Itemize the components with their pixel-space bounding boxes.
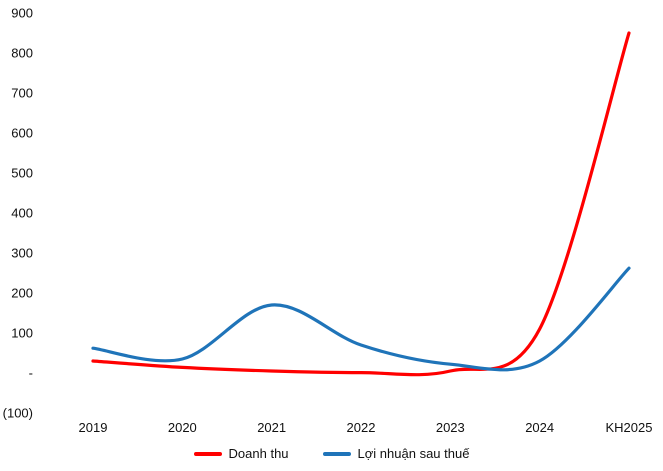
legend-item-doanh-thu: Doanh thu bbox=[193, 446, 289, 461]
x-axis-tick-label: 2021 bbox=[257, 420, 286, 435]
y-axis-tick-label: 700 bbox=[11, 86, 33, 101]
series-line-doanh-thu bbox=[91, 31, 631, 377]
y-axis-tick-label: 500 bbox=[11, 166, 33, 181]
series-line-loi-nhuan-sau-thue bbox=[91, 266, 631, 372]
x-axis-tick-label: 2019 bbox=[79, 420, 108, 435]
legend-label-loi-nhuan: Lợi nhuận sau thuế bbox=[357, 446, 470, 461]
x-axis-tick-label: KH2025 bbox=[605, 420, 652, 435]
x-axis-tick-label: 2022 bbox=[347, 420, 376, 435]
legend-item-loi-nhuan: Lợi nhuận sau thuế bbox=[322, 446, 470, 461]
legend-label-doanh-thu: Doanh thu bbox=[228, 446, 289, 461]
legend-line-swatch-red bbox=[193, 451, 222, 456]
y-axis-tick-label: 900 bbox=[11, 6, 33, 21]
y-axis-tick-label: 400 bbox=[11, 206, 33, 221]
line-chart-canvas: 900 800 700 600 500 400 300 200 100 - (100) 2019 202… bbox=[3, 6, 653, 436]
x-axis-tick-label: 2023 bbox=[436, 420, 465, 435]
y-axis-tick-label: (100) bbox=[3, 406, 33, 421]
y-axis-tick-label: 100 bbox=[11, 326, 33, 341]
legend-line-swatch-blue bbox=[322, 451, 351, 456]
chart-legend: Doanh thu Lợi nhuận sau thuế bbox=[0, 446, 663, 461]
x-axis-tick-label: 2024 bbox=[525, 420, 554, 435]
y-axis-tick-label: 300 bbox=[11, 246, 33, 261]
y-axis-tick-label: - bbox=[29, 366, 33, 381]
x-axis-tick-label: 2020 bbox=[168, 420, 197, 435]
y-axis-tick-label: 800 bbox=[11, 46, 33, 61]
y-axis-tick-label: 200 bbox=[11, 286, 33, 301]
y-axis-tick-label: 600 bbox=[11, 126, 33, 141]
